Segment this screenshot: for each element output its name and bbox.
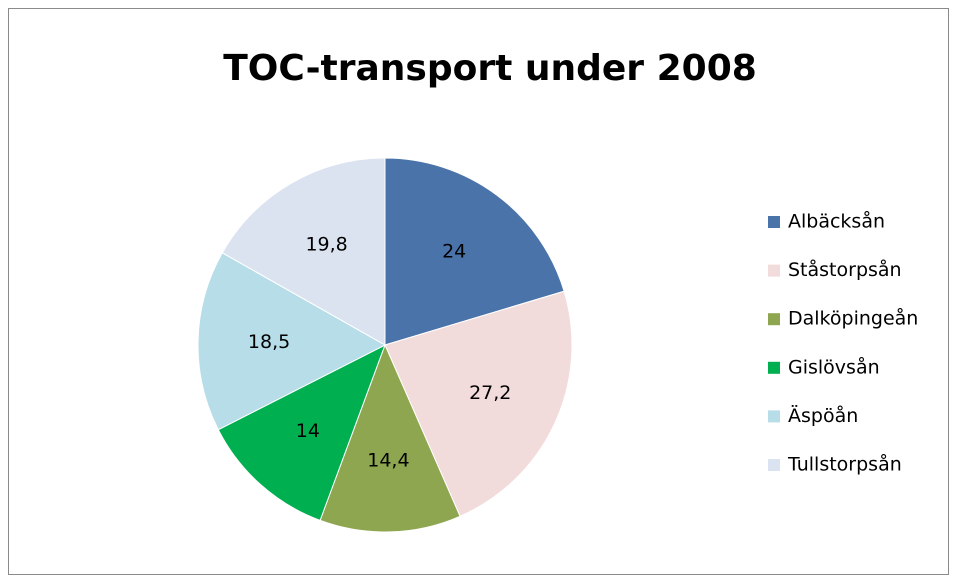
- legend-label: Dalköpingeån: [788, 307, 918, 330]
- chart-title: TOC-transport under 2008: [223, 48, 757, 89]
- pie-slice: [197, 252, 387, 431]
- legend-swatch: [768, 459, 780, 471]
- legend-swatch: [768, 264, 780, 277]
- legend-label: Tullstorpsån: [787, 453, 902, 476]
- pie-slice: [384, 290, 573, 517]
- legend-label: Ståstorpsån: [788, 258, 902, 281]
- data-label: 14,4: [367, 449, 409, 471]
- legend-swatch: [768, 410, 780, 423]
- legend-swatch: [768, 216, 780, 228]
- pie-slice: [217, 343, 386, 522]
- legend-label: Albäcksån: [788, 210, 885, 233]
- legend-label: Gislövsån: [788, 355, 880, 378]
- data-label: 14: [296, 420, 320, 442]
- data-label: 19,8: [305, 233, 347, 255]
- data-label: 27,2: [469, 382, 511, 404]
- legend-label: Äspöån: [788, 404, 858, 427]
- data-label: 18,5: [248, 331, 290, 353]
- pie-slice: [319, 343, 461, 533]
- pie-slice: [384, 157, 565, 346]
- legend-swatch: [768, 313, 780, 326]
- pie-slice: [221, 157, 386, 346]
- data-label: 24: [442, 240, 466, 262]
- legend-swatch: [768, 361, 780, 374]
